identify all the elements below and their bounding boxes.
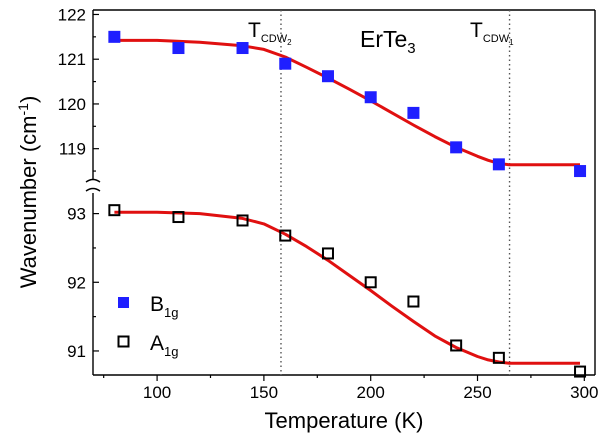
b1g-data-point <box>108 30 121 43</box>
x-tick-label: 250 <box>463 383 491 402</box>
b1g-data-point <box>407 106 420 119</box>
a1g-data-point <box>364 276 377 289</box>
b1g-data-point <box>492 158 505 171</box>
a1g-data-point <box>407 295 420 308</box>
y-tick-label: 91 <box>67 342 86 361</box>
a1g-data-point <box>279 229 292 242</box>
b1g-data-point <box>279 57 292 70</box>
a1g-data-point <box>450 339 463 352</box>
upper-fit-curve <box>114 38 580 167</box>
y-axis-label: Wavenumber (cm-1) <box>15 96 41 289</box>
x-tick-label: 100 <box>143 383 171 402</box>
legend-label-a1g: A1g <box>150 332 178 359</box>
y-tick-label: 121 <box>58 50 86 69</box>
x-tick-label: 300 <box>570 383 598 402</box>
lower-fit-curve <box>114 210 580 365</box>
x-tick-label: 200 <box>357 383 385 402</box>
tcdw2-label: TCDW2 <box>248 19 292 47</box>
axis-break-mark <box>85 187 101 192</box>
a1g-data-point <box>574 365 587 378</box>
y-tick-label: 120 <box>58 95 86 114</box>
b1g-data-point <box>450 141 463 154</box>
b1g-data-point <box>574 165 587 178</box>
b1g-data-point <box>236 42 249 55</box>
y-tick-label: 122 <box>58 5 86 24</box>
a1g-data-point <box>492 351 505 364</box>
legend-label-b1g: B1g <box>150 293 178 320</box>
legend: B1g A1g <box>117 293 178 359</box>
y-tick-label: 92 <box>67 273 86 292</box>
a1g-data-point <box>172 211 185 224</box>
b1g-data-point <box>321 70 334 83</box>
y-tick-label: 119 <box>59 140 86 159</box>
x-tick-label: 150 <box>250 383 278 402</box>
b1g-data-point <box>172 42 185 55</box>
y-tick-label: 93 <box>67 205 86 224</box>
x-axis-label: Temperature (K) <box>265 408 424 433</box>
b1g-data-point <box>364 91 377 104</box>
legend-marker-b1g <box>118 297 129 308</box>
a1g-data-point <box>236 214 249 227</box>
legend-marker-a1g <box>117 335 130 348</box>
a1g-data-point <box>108 204 121 217</box>
axis-break-mark <box>85 178 101 183</box>
tcdw1-label: TCDW1 <box>470 19 514 47</box>
a1g-data-point <box>321 247 334 260</box>
chart-title: ErTe3 <box>360 26 416 57</box>
